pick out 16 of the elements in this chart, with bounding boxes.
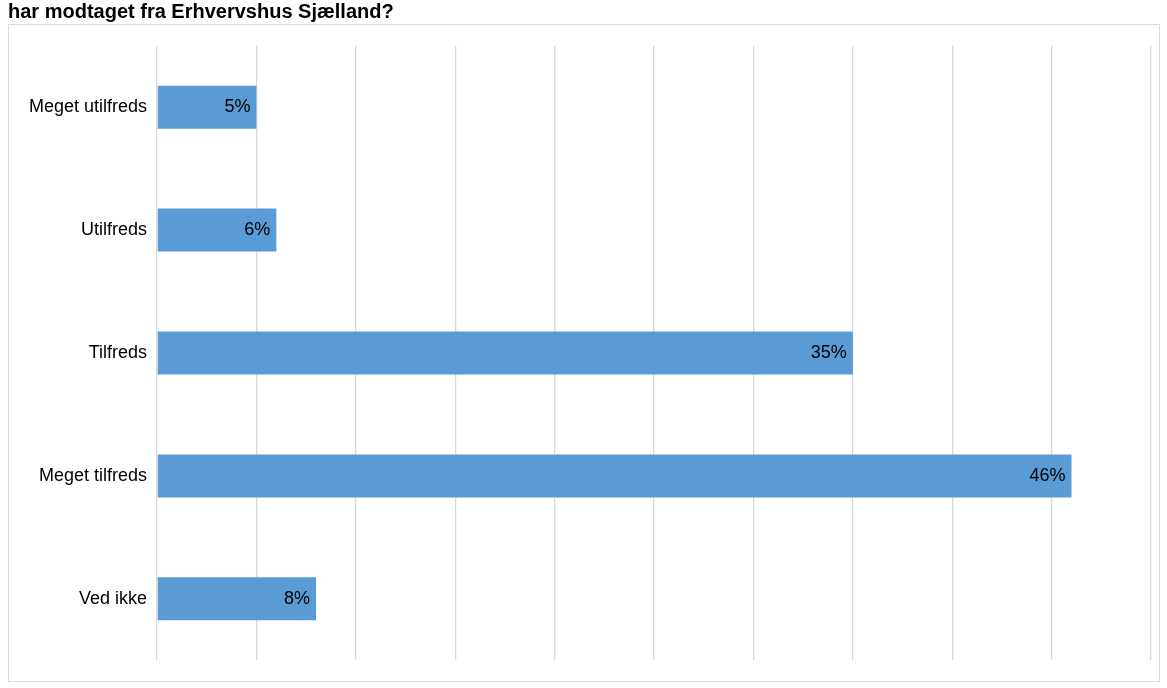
y-tick-label: Tilfreds	[88, 341, 148, 362]
data-label: 35%	[810, 341, 847, 362]
bar	[157, 331, 853, 375]
data-label: 8%	[284, 587, 311, 608]
data-label: 46%	[1029, 464, 1066, 485]
data-label: 5%	[224, 96, 251, 117]
y-tick-label: Meget tilfreds	[39, 464, 148, 485]
y-tick-label: Meget utilfreds	[28, 96, 148, 117]
bar	[157, 577, 317, 621]
bar	[157, 208, 277, 252]
bar	[157, 454, 1072, 498]
chart-title: har modtaget fra Erhvervshus Sjælland?	[8, 0, 394, 23]
y-tick-label: Utilfreds	[81, 219, 148, 240]
data-label: 6%	[244, 219, 271, 240]
y-tick-label: Ved ikke	[79, 587, 148, 608]
bar	[157, 85, 257, 129]
